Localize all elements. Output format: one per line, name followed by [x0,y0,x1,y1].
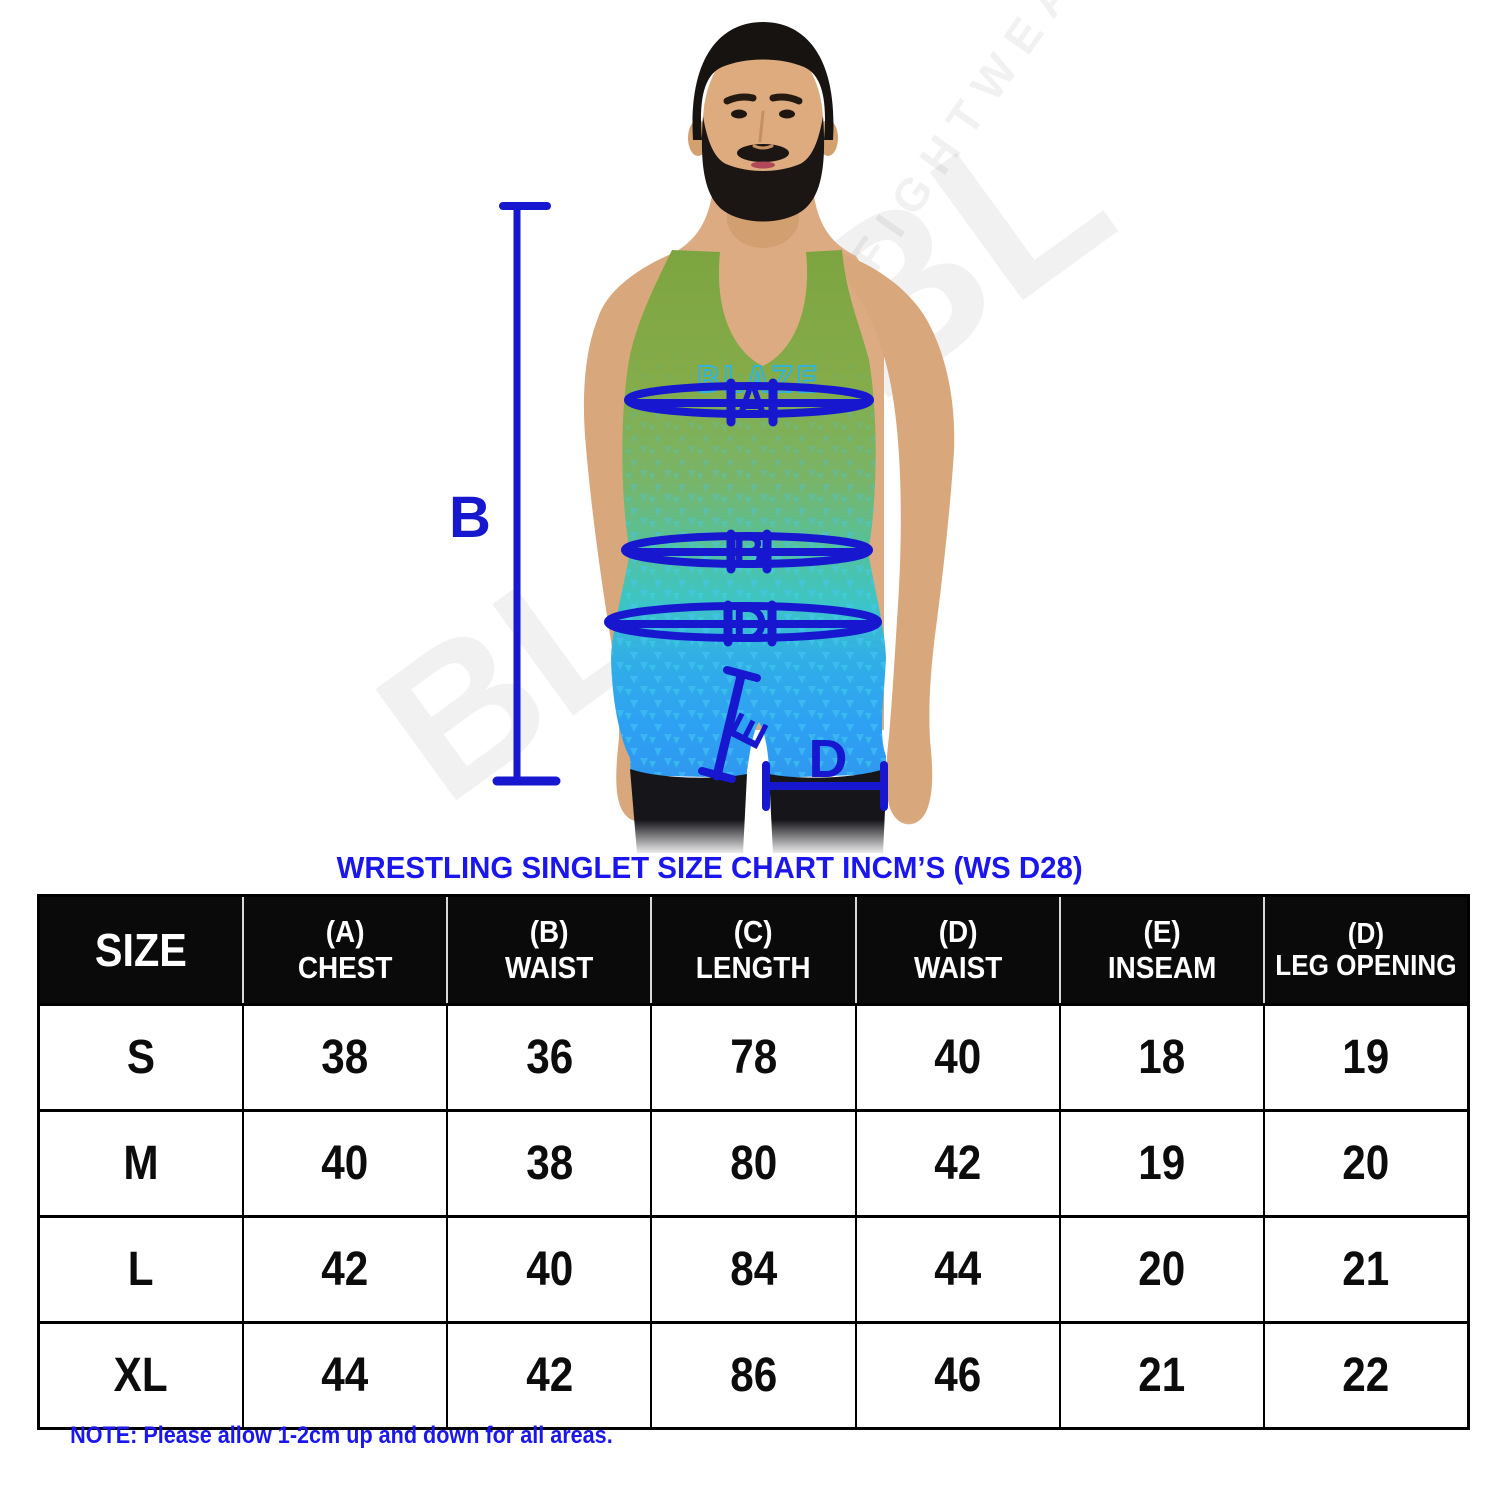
chart-title: WRESTLING SINGLET SIZE CHART INCM’S (WS … [336,850,1084,885]
header-cell-length: (C) LENGTH [650,894,857,1006]
header-cell-inseam: (E) INSEAM [1058,894,1266,1006]
leggings [600,768,920,856]
blaze-logo: BLAZE [697,360,820,401]
header-cell-chest: (A) CHEST [241,894,449,1006]
table-cell: 21 [1263,1215,1470,1324]
table-cell: 19 [1058,1109,1266,1218]
header-cell-leg-opening: (D) LEG OPENING [1263,894,1471,1006]
table-row-l: L 42 40 84 44 20 21 [37,1215,1470,1324]
table-cell: 38 [446,1109,653,1218]
note-text: NOTE: Please allow 1-2cm up and down for… [70,1422,613,1449]
model-head [688,22,838,222]
table-cell: 86 [650,1321,857,1430]
size-cell: M [37,1109,244,1218]
header-row: SIZE (A) CHEST (B) WAIST (C) LENGTH (D) … [36,894,1471,1006]
table-cell: 44 [241,1321,449,1430]
model-photo: BLAZE B A B D [449,22,955,856]
table-cell: 44 [854,1215,1061,1324]
label-length-b: B [449,485,491,550]
table-cell: 84 [650,1215,857,1324]
label-chest-a: A [735,375,768,427]
table-cell: 40 [241,1109,449,1218]
size-cell: XL [37,1321,244,1430]
table-cell: 40 [446,1215,653,1324]
table-cell: 40 [854,1003,1061,1112]
measurement-annotations [492,202,888,811]
table-cell: 21 [1058,1321,1266,1430]
table-cell: 42 [854,1109,1061,1218]
table-cell: 22 [1263,1321,1470,1430]
label-waist-b: B [733,527,765,576]
table-cell: 80 [650,1109,857,1218]
header-cell-size: SIZE [36,894,244,1006]
table-cell: 46 [854,1321,1061,1430]
label-leg-opening-d: D [809,729,848,789]
table-cell: 19 [1263,1003,1470,1112]
header-cell-waist-d: (D) WAIST [854,894,1061,1006]
size-cell: L [37,1215,244,1324]
table-cell: 36 [446,1003,653,1112]
table-cell: 18 [1058,1003,1266,1112]
table-cell: 78 [650,1003,857,1112]
header-cell-waist-b: (B) WAIST [446,894,653,1006]
table-cell: 20 [1058,1215,1266,1324]
table-cell: 38 [241,1003,449,1112]
table-row-s: S 38 36 78 40 18 19 [37,1003,1470,1112]
table-row-xl: XL 44 42 86 46 21 22 [37,1321,1470,1430]
table-cell: 42 [446,1321,653,1430]
table-row-m: M 40 38 80 42 19 20 [37,1109,1470,1218]
table-cell: 42 [241,1215,449,1324]
table-cell: 20 [1263,1109,1470,1218]
size-chart-table: SIZE (A) CHEST (B) WAIST (C) LENGTH (D) … [36,894,1471,1430]
label-hip-d: D [733,598,768,651]
size-cell: S [37,1003,244,1112]
